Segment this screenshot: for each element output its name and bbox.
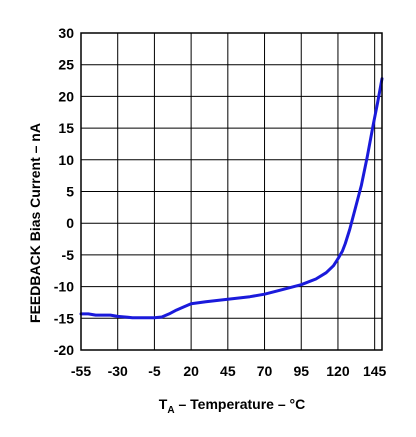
x-tick-label: 120: [326, 363, 350, 379]
x-tick-label: 145: [363, 363, 387, 379]
y-tick-label: 15: [58, 120, 74, 136]
y-tick-label: 20: [58, 88, 74, 104]
series-line: [79, 77, 384, 320]
y-tick-label: -15: [54, 310, 74, 326]
x-tick-label: -30: [108, 363, 128, 379]
y-tick-label: -20: [54, 342, 74, 358]
x-axis-label-subscript: A: [167, 405, 174, 416]
plot-frame: [80, 32, 383, 351]
y-axis-label: FEEDBACK Bias Current – nA: [27, 123, 43, 323]
y-tick-label: -5: [62, 247, 75, 263]
y-tick-label: 5: [66, 184, 74, 200]
y-tick-label: -10: [54, 279, 74, 295]
y-tick-label: 30: [58, 25, 74, 41]
x-tick-label: 70: [257, 363, 273, 379]
x-tick-label: 20: [183, 363, 199, 379]
x-tick-label: 95: [293, 363, 309, 379]
x-axis-label-symbol: T: [159, 396, 168, 412]
x-axis-label-rest: – Temperature – °C: [175, 396, 306, 412]
x-tick-label: -55: [71, 363, 91, 379]
y-tick-label: 25: [58, 57, 74, 73]
grid-lines: [80, 32, 382, 351]
x-tick-label: 45: [220, 363, 236, 379]
x-tick-label: -5: [148, 363, 161, 379]
series-lines: [79, 77, 384, 320]
y-tick-label: 10: [58, 152, 74, 168]
x-tick-labels: -55 -30 -5 20 45 70 95 120 145: [71, 363, 387, 379]
y-tick-labels: 30 25 20 15 10 5 0 -5 -10 -15 -20: [54, 25, 74, 358]
x-axis-label: TA – Temperature – °C: [159, 396, 305, 416]
y-tick-label: 0: [66, 215, 74, 231]
